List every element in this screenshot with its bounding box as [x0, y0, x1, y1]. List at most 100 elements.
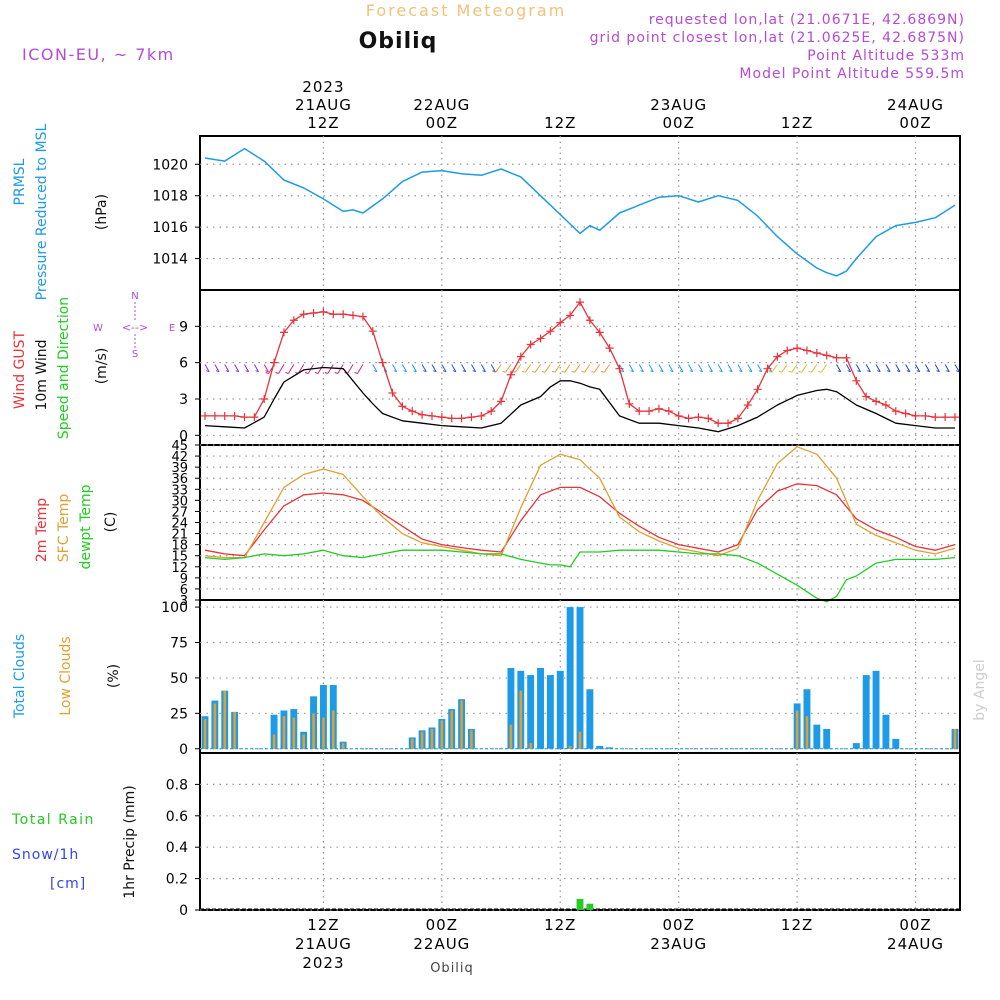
- wind-direction-arrow: [285, 364, 295, 374]
- wind-gust-marker: [773, 352, 782, 361]
- wind-direction-arrow: [905, 364, 911, 373]
- point-altitude: Point Altitude 533m: [807, 48, 965, 64]
- temp-2m-line: [204, 483, 956, 557]
- y-tick-label: 36: [171, 472, 188, 487]
- wind-10m-line: [204, 366, 955, 433]
- y-tick-label: 3: [180, 594, 188, 609]
- temp-label-sfc: SFC Temp: [56, 494, 72, 563]
- wind-direction-arrow: [401, 364, 408, 373]
- wind-gust-marker: [872, 397, 881, 406]
- low-clouds-bar: [282, 716, 286, 749]
- total-clouds-bar: [556, 670, 564, 749]
- wind-gust-marker: [694, 413, 703, 422]
- wind-direction-arrow: [492, 364, 502, 373]
- wind-gust-marker: [339, 310, 348, 319]
- rain-bar: [586, 903, 594, 910]
- temp-dewpt-line: [204, 549, 956, 603]
- wind-direction-arrow: [372, 364, 378, 373]
- wind-gust-marker: [270, 358, 279, 367]
- wind-gust-marker: [763, 364, 772, 373]
- wind-label-10m: 10m Wind: [34, 339, 50, 410]
- wind-direction-arrow: [502, 364, 512, 373]
- wind-direction-arrow: [798, 364, 808, 373]
- wind-gust-marker: [516, 352, 525, 361]
- wind-gust-marker: [625, 399, 634, 408]
- wind-y-ticks: 0 3 6 9: [179, 319, 200, 444]
- wind-gust-marker: [595, 328, 604, 337]
- precip-y-ticks: 0 0.2 0.4 0.6 0.8: [166, 777, 200, 919]
- total-clouds-bar: [596, 745, 604, 749]
- compass-west: W: [93, 323, 103, 334]
- wind-label-gust: Wind GUST: [12, 330, 28, 409]
- time-tick-label: 00Z: [662, 114, 694, 132]
- low-clouds-bar: [292, 717, 296, 749]
- precip-panel: 0 0.2 0.4 0.6 0.8 Total Rain Snow/1h [cm] 1h…: [11, 752, 961, 919]
- wind-gust-marker: [279, 328, 288, 337]
- compass-arrows: <-->: [122, 321, 148, 334]
- low-clouds-bar: [233, 711, 236, 749]
- y-tick-label: 0: [179, 742, 188, 758]
- wind-direction-arrow: [561, 364, 571, 373]
- low-clouds-bar: [450, 710, 453, 749]
- time-tick-label: 12Z: [781, 916, 813, 934]
- wind-gust-marker: [733, 414, 742, 423]
- time-tick-label: 12Z: [544, 916, 576, 934]
- low-clouds-bar: [578, 731, 582, 749]
- wind-gust-marker: [487, 407, 496, 416]
- clouds-panel: 0 25 50 75 100 Total Clouds Low Clouds (%): [12, 599, 961, 758]
- y-tick-label: 6: [180, 583, 188, 598]
- wind-gust-marker: [368, 327, 377, 336]
- wind-direction-arrow: [737, 364, 743, 373]
- wind-direction-arrow: [836, 364, 842, 373]
- wind-direction-arrow: [707, 364, 713, 373]
- wind-gust-marker: [941, 413, 950, 422]
- low-clouds-bar: [322, 717, 325, 749]
- clouds-series: [200, 607, 960, 750]
- total-clouds-bar: [527, 675, 535, 749]
- time-tick-label: 12Z: [781, 114, 813, 132]
- wind-gust-marker: [566, 311, 575, 320]
- wind-direction-arrow: [601, 364, 611, 373]
- wind-gust-marker: [654, 404, 663, 413]
- wind-direction-arrow: [244, 364, 250, 373]
- wind-gust-marker: [704, 414, 713, 423]
- wind-direction-arrow: [551, 364, 561, 373]
- y-tick-label: 30: [171, 494, 188, 509]
- low-clouds-bar: [953, 728, 957, 749]
- y-tick-label: 1020: [152, 157, 188, 173]
- wind-gust-marker: [497, 397, 506, 406]
- time-tick-label: 2023: [302, 954, 344, 972]
- clouds-label-total: Total Clouds: [12, 634, 28, 719]
- low-clouds-bar: [203, 719, 207, 749]
- y-tick-label: 0.4: [166, 840, 188, 856]
- wind-gust-marker: [378, 358, 387, 367]
- time-tick-label: 00Z: [899, 114, 931, 132]
- compass-east: E: [169, 323, 175, 334]
- wind-direction-arrow: [875, 364, 881, 373]
- wind-gust-marker: [862, 392, 871, 401]
- y-tick-label: 9: [180, 572, 188, 587]
- wind-gust-marker: [911, 411, 920, 420]
- wind-gust-marker: [418, 410, 427, 419]
- wind-gust-marker: [299, 310, 308, 319]
- wind-gust-marker: [783, 346, 792, 355]
- time-tick-label: 00Z: [426, 916, 458, 934]
- low-clouds-bar: [420, 731, 424, 749]
- time-tick-label: 2023: [302, 78, 344, 96]
- grid-point-coords: grid point closest lon,lat (21.0625E, 42…: [590, 30, 965, 46]
- y-tick-label: 1018: [152, 189, 188, 205]
- total-clouds-bar: [862, 675, 870, 749]
- low-clouds-bar: [223, 690, 227, 749]
- wind-gust-marker: [220, 411, 229, 420]
- wind-direction-arrow: [895, 364, 901, 373]
- wind-gust-marker: [457, 414, 466, 423]
- low-clouds-bar: [529, 743, 532, 749]
- time-tick-label: 24AUG: [887, 935, 944, 953]
- wind-gust-marker: [674, 411, 683, 420]
- low-clouds-bar: [470, 730, 473, 749]
- total-clouds-bar: [586, 689, 594, 749]
- total-clouds-bar: [319, 685, 327, 749]
- wind-gust-marker: [576, 298, 584, 307]
- low-clouds-bar: [213, 703, 217, 749]
- y-tick-label: 33: [171, 483, 188, 498]
